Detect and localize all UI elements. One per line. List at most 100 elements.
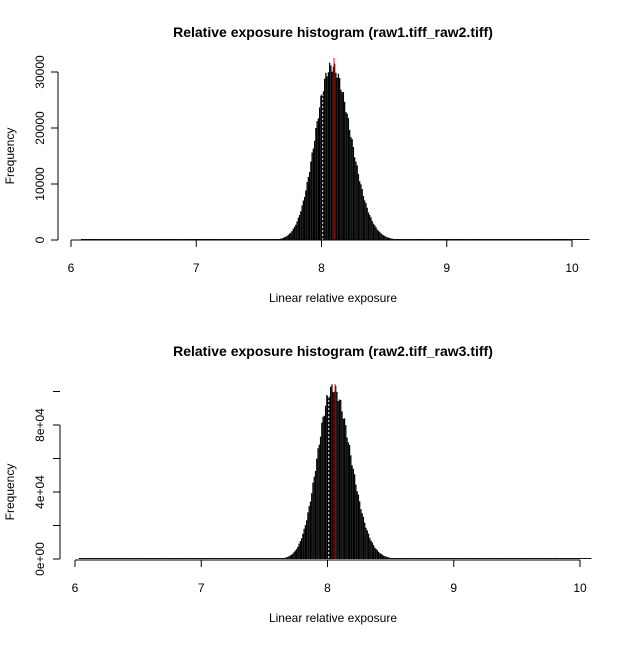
- histogram-bar: [178, 558, 180, 559]
- histogram-bar: [287, 556, 289, 559]
- histogram-bar: [370, 217, 372, 240]
- histogram-bar: [174, 558, 176, 559]
- histogram-bar: [117, 558, 120, 559]
- histogram-bar: [303, 196, 306, 240]
- histogram-bar: [337, 401, 339, 559]
- histogram-bar: [343, 418, 346, 559]
- histogram-bar: [87, 558, 89, 559]
- histogram-bar: [475, 558, 477, 559]
- histogram-bar: [437, 558, 439, 559]
- histogram-bar: [458, 558, 461, 559]
- histogram-bar: [518, 558, 520, 559]
- histogram-bar: [165, 558, 168, 559]
- histogram-bar: [181, 558, 183, 559]
- histogram-bar: [279, 558, 281, 559]
- x-tick-label: 9: [450, 581, 457, 595]
- histogram-bar: [327, 72, 330, 240]
- histogram-bar: [201, 558, 203, 559]
- histogram-bar: [300, 211, 302, 240]
- histogram-bar: [457, 558, 459, 559]
- histogram-bar: [532, 558, 534, 559]
- histogram-bar: [453, 558, 456, 559]
- histogram-bar: [328, 396, 331, 559]
- histogram-bar: [412, 558, 414, 559]
- histogram-bar: [578, 239, 580, 240]
- histogram-bar: [424, 558, 426, 559]
- histogram-bar: [505, 558, 507, 559]
- histogram-bar: [325, 72, 327, 241]
- histogram-bar: [431, 558, 433, 559]
- histogram-bar: [372, 223, 375, 240]
- histogram-bar: [481, 558, 483, 559]
- histogram-bar: [504, 558, 506, 559]
- histogram-bar: [575, 239, 578, 240]
- histogram-bar: [207, 558, 209, 559]
- histogram-bar: [384, 556, 386, 559]
- histogram-bar: [278, 558, 280, 559]
- histogram-bar: [163, 558, 165, 559]
- histogram-bar: [318, 444, 320, 559]
- histogram-bar: [574, 558, 577, 559]
- histogram-bar: [327, 396, 329, 559]
- histogram-bar: [452, 558, 454, 559]
- histogram-bar: [429, 558, 432, 559]
- histogram-bar: [318, 107, 321, 240]
- histogram-bar: [275, 558, 277, 559]
- histogram-bar: [235, 558, 237, 559]
- x-tick-label: 6: [72, 581, 79, 595]
- histogram-bar: [386, 557, 389, 559]
- x-tick-label: 6: [68, 261, 75, 275]
- histogram-bar: [269, 558, 271, 559]
- histogram-bar: [88, 558, 91, 559]
- histogram-panel-1: Relative exposure histogram (raw1.tiff_r…: [3, 24, 590, 305]
- histogram-bar: [563, 558, 565, 559]
- histogram-bar: [223, 558, 226, 559]
- histogram-bar: [439, 558, 442, 559]
- histogram-bar: [90, 558, 92, 559]
- histogram-bar: [179, 558, 182, 559]
- histogram-bar: [284, 557, 286, 559]
- histogram-bar: [465, 558, 467, 559]
- histogram-bar: [211, 558, 213, 559]
- histogram-bar: [410, 558, 413, 559]
- histogram-bar: [538, 558, 540, 559]
- histogram-bar: [361, 513, 363, 559]
- histogram-bar: [336, 77, 338, 240]
- chart-title: Relative exposure histogram (raw1.tiff_r…: [173, 24, 493, 40]
- histogram-bar: [365, 203, 367, 240]
- histogram-bar: [295, 224, 297, 240]
- histogram-bar: [428, 558, 430, 559]
- histogram-bar: [290, 232, 292, 240]
- histogram-bar: [390, 238, 392, 240]
- histogram-bar: [582, 239, 584, 240]
- histogram-bar: [296, 221, 298, 240]
- histogram-bar: [82, 558, 84, 559]
- histogram-bar: [508, 558, 510, 559]
- histogram-bar: [288, 233, 291, 240]
- histogram-bar: [585, 558, 587, 559]
- histogram-bar: [364, 522, 366, 559]
- histogram-bar: [583, 558, 586, 559]
- histogram-bar: [306, 520, 308, 559]
- histogram-bar: [338, 399, 341, 559]
- histogram-bar: [539, 558, 541, 559]
- histogram-bar: [561, 558, 563, 559]
- histogram-bar: [260, 558, 262, 559]
- histogram-bar: [405, 558, 408, 559]
- histogram-bar: [480, 558, 482, 559]
- histogram-bar: [576, 558, 578, 559]
- histogram-bar: [335, 72, 337, 241]
- histogram-bar: [162, 558, 164, 559]
- histogram-bar: [359, 501, 361, 559]
- histogram-bar: [447, 558, 449, 559]
- histogram-bar: [297, 546, 299, 559]
- histogram-bar: [554, 558, 557, 559]
- histogram-bar: [212, 558, 214, 559]
- histogram-bar: [374, 225, 376, 240]
- histogram-bar: [523, 558, 525, 559]
- histogram-bar: [197, 558, 199, 559]
- histogram-bar: [535, 558, 538, 559]
- histogram-bar: [582, 558, 584, 559]
- histogram-bar: [130, 558, 132, 559]
